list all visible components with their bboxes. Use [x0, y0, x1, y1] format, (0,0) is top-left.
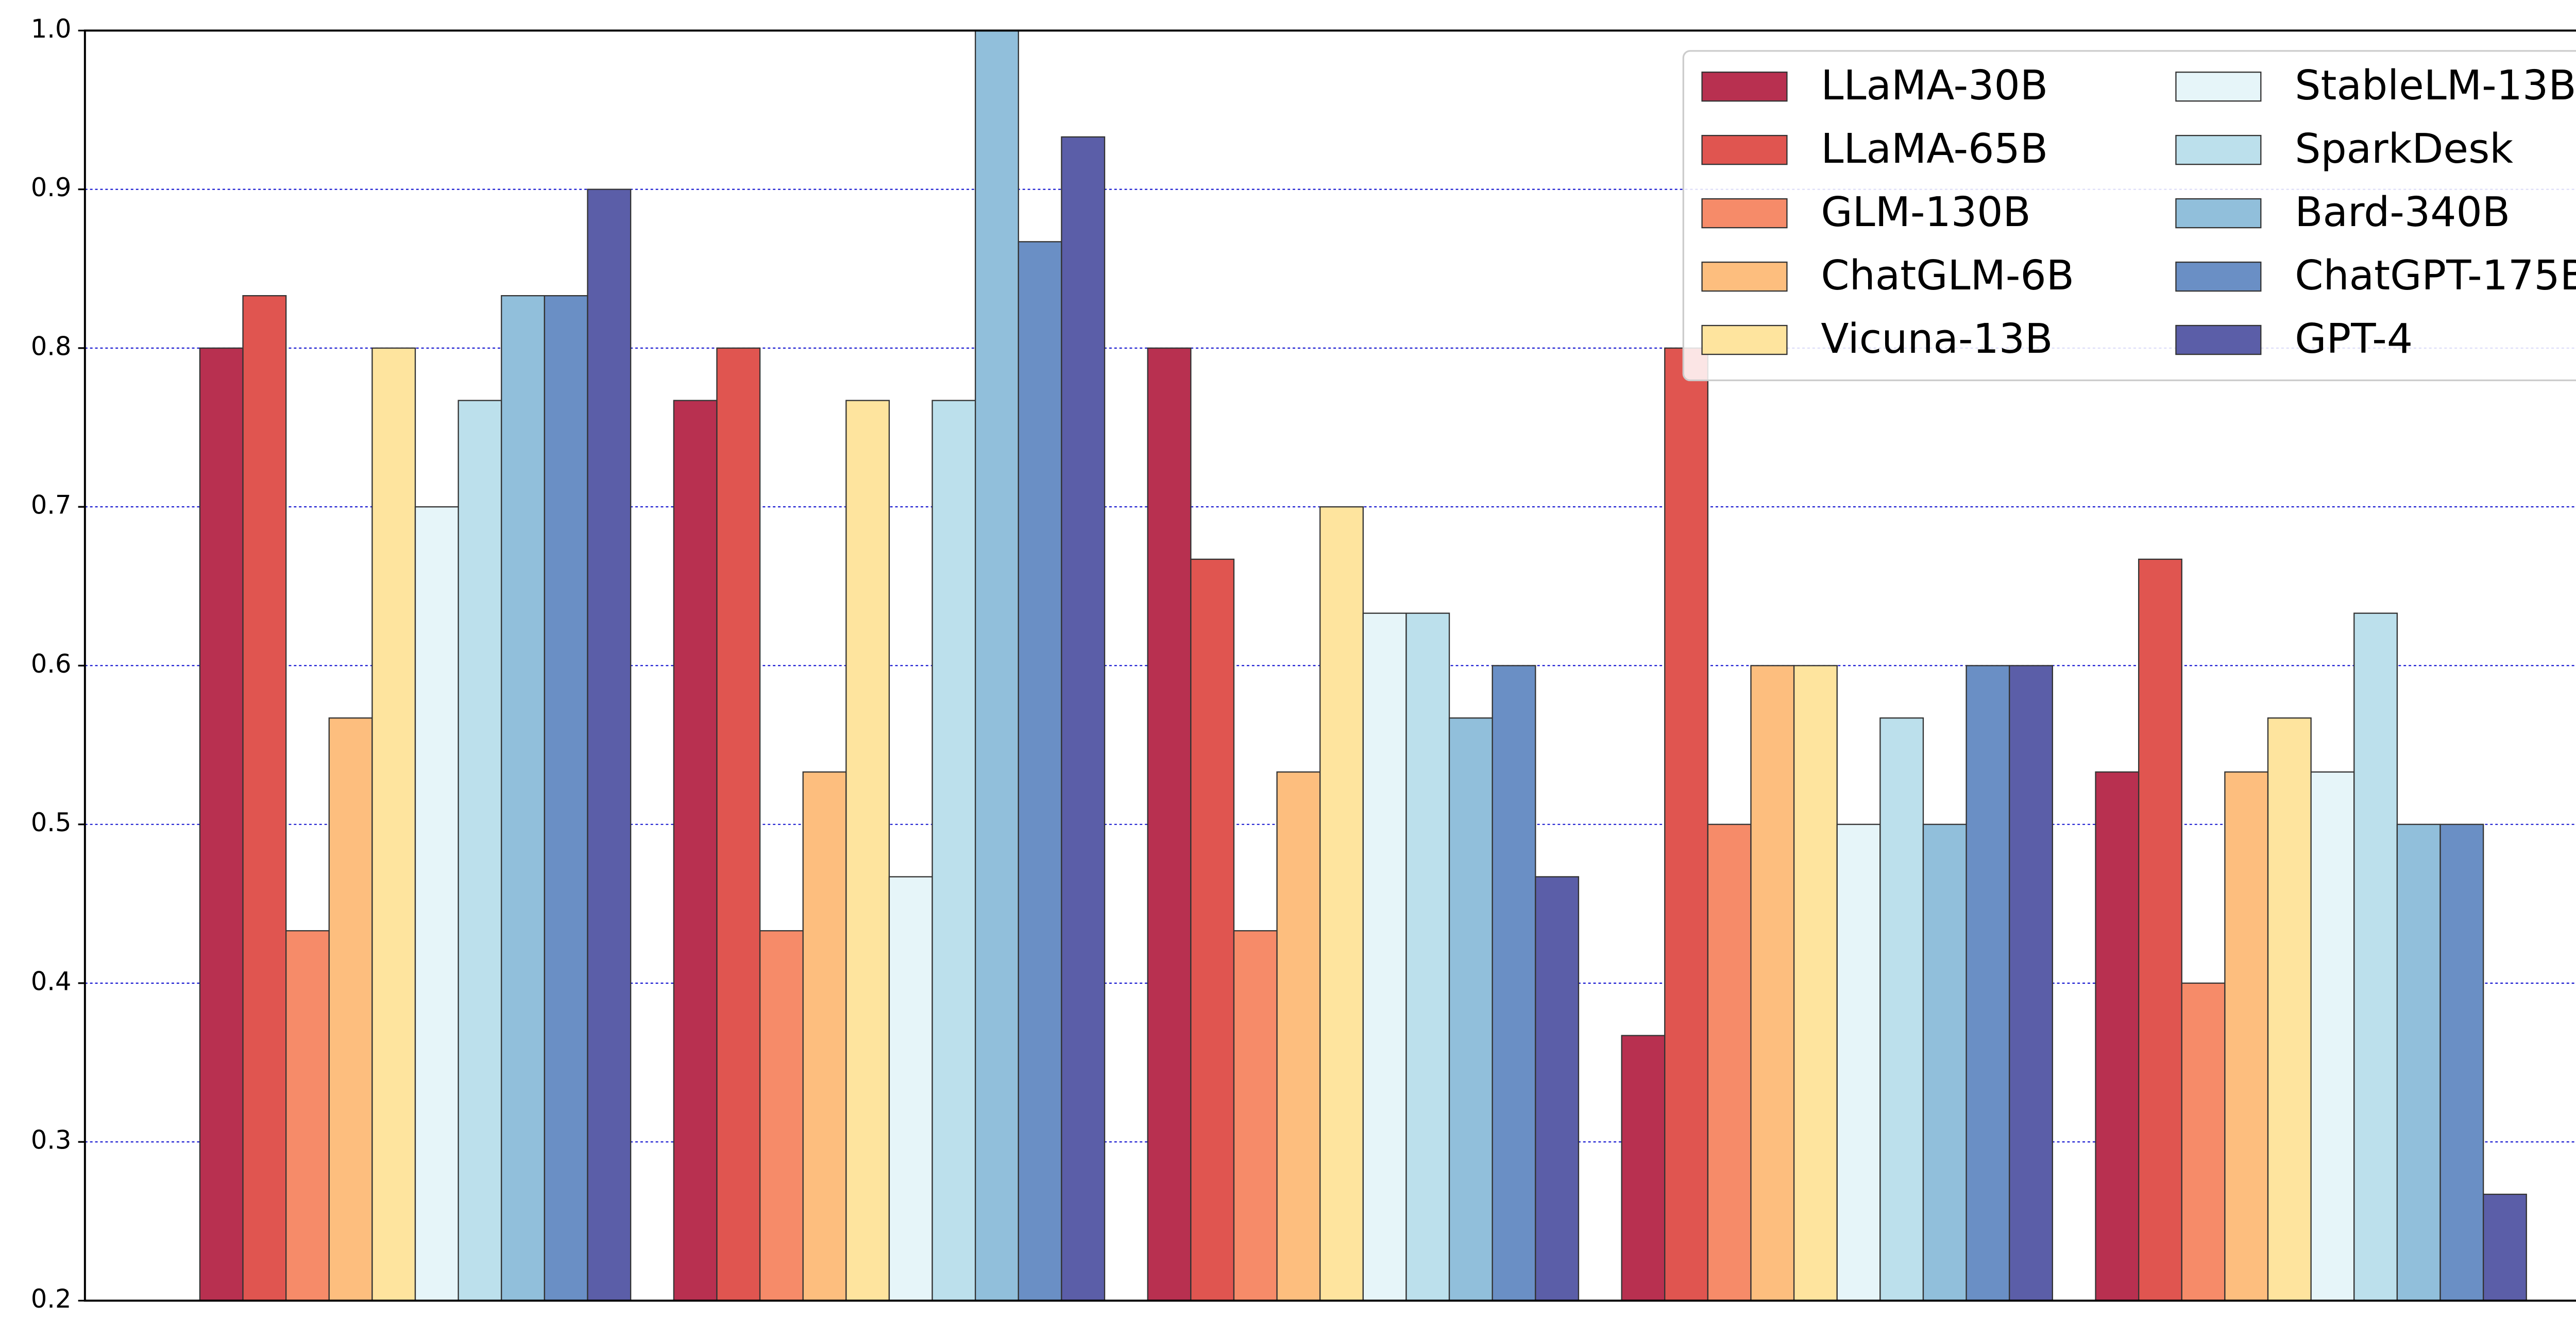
bar — [759, 930, 804, 1301]
legend-swatch — [2175, 198, 2262, 229]
bar — [285, 930, 330, 1301]
bar — [1362, 612, 1407, 1301]
bar — [457, 400, 502, 1301]
bar — [1664, 347, 1709, 1301]
bar — [328, 717, 373, 1301]
bar — [1879, 717, 1924, 1301]
bar — [2439, 824, 2484, 1301]
y-tick-label: 0.9 — [31, 173, 72, 202]
legend-label: GLM-130B — [1821, 188, 2030, 236]
bar — [845, 400, 890, 1301]
bar — [414, 506, 459, 1301]
bar — [1233, 930, 1278, 1301]
bar — [1190, 558, 1235, 1301]
bar — [1276, 771, 1321, 1301]
bar — [1922, 824, 1967, 1301]
bar — [544, 295, 588, 1301]
axes-frame — [83, 29, 2576, 1302]
bar — [673, 400, 718, 1301]
legend-label: StableLM-13B — [2295, 62, 2576, 109]
bar — [888, 876, 933, 1301]
bar — [1319, 506, 1364, 1301]
legend-label: SparkDesk — [2295, 125, 2513, 173]
legend-label: ChatGPT-175B — [2295, 252, 2576, 299]
bar — [587, 188, 632, 1301]
bar — [2396, 824, 2441, 1301]
bar — [1405, 612, 1450, 1301]
bar — [1793, 665, 1838, 1301]
bar — [2095, 771, 2140, 1301]
bar — [1750, 665, 1795, 1301]
legend-swatch — [1701, 71, 1788, 102]
bar — [802, 771, 847, 1301]
legend-swatch — [2175, 134, 2262, 165]
bar — [1535, 876, 1580, 1301]
legend-label: ChatGLM-6B — [1821, 252, 2074, 299]
bar — [931, 400, 976, 1301]
legend-swatch — [1701, 324, 1788, 355]
bar — [1492, 665, 1536, 1301]
y-tick-label: 0.5 — [31, 808, 72, 837]
bar — [1836, 824, 1881, 1301]
y-tick-label: 0.4 — [31, 966, 72, 996]
bar — [1448, 717, 1493, 1301]
bar — [1621, 1035, 1666, 1301]
bar — [2310, 771, 2355, 1301]
legend-swatch — [1701, 134, 1788, 165]
legend-swatch — [1701, 198, 1788, 229]
bar — [2181, 982, 2226, 1301]
bar — [2224, 771, 2269, 1301]
legend-label: LLaMA-30B — [1821, 62, 2048, 109]
bar — [242, 295, 287, 1301]
plot-area: 0.2 0.3 0.4 0.5 0.6 0.7 0.8 0.9 1.0 LLaMA-30B LLaM… — [31, 14, 2576, 1314]
y-tick-label: 0.2 — [31, 1284, 72, 1314]
legend-swatch — [1701, 261, 1788, 292]
legend-label: Bard-340B — [2295, 188, 2510, 236]
bar — [1018, 241, 1062, 1301]
bar — [501, 295, 546, 1301]
legend-label: GPT-4 — [2295, 315, 2413, 363]
bar — [1147, 347, 1192, 1301]
legend-box — [1682, 50, 2576, 382]
legend-swatch — [2175, 261, 2262, 292]
y-tick-label: 0.3 — [31, 1125, 72, 1155]
legend-label: Vicuna-13B — [1821, 315, 2053, 363]
y-tick-label: 0.7 — [31, 490, 72, 520]
y-tick-label: 0.8 — [31, 331, 72, 361]
bar — [371, 347, 416, 1301]
bar — [2353, 612, 2398, 1301]
bar — [1707, 824, 1752, 1301]
legend-label: LLaMA-65B — [1821, 125, 2048, 173]
legend-swatch — [2175, 71, 2262, 102]
bar — [1965, 665, 2010, 1301]
y-tick-label: 1.0 — [31, 14, 72, 44]
legend-swatch — [2175, 324, 2262, 355]
bar — [2482, 1193, 2527, 1301]
bar — [975, 30, 1019, 1301]
bar — [716, 347, 761, 1301]
bar — [2267, 717, 2312, 1301]
bar — [199, 347, 244, 1301]
bar — [2138, 558, 2182, 1301]
y-tick-label: 0.6 — [31, 649, 72, 679]
bar — [2009, 665, 2054, 1301]
bar — [1061, 136, 1106, 1301]
